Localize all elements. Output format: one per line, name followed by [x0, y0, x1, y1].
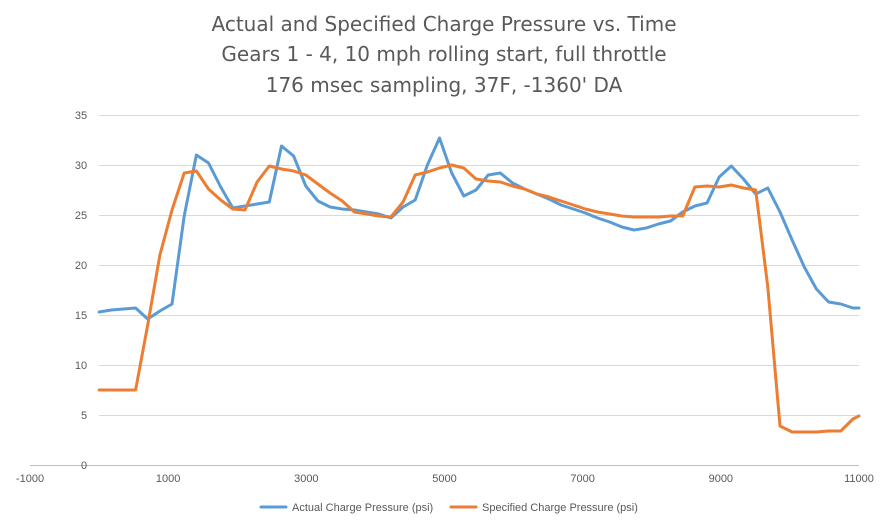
series-line-1 [97, 136, 861, 321]
chart-title-line-3: 176 msec sampling, 37F, -1360' DA [266, 73, 623, 97]
legend-label-2: Specified Charge Pressure (psi) [482, 502, 638, 514]
y-tick-label: 25 [75, 210, 87, 222]
y-tick-label: 5 [81, 410, 87, 422]
y-tick-label: 30 [75, 160, 87, 172]
x-tick-label: 9000 [709, 473, 733, 485]
x-tick-label: 11000 [844, 473, 874, 485]
series-line-2 [97, 163, 861, 434]
y-tick-label: 15 [75, 310, 87, 322]
legend-label-1: Actual Charge Pressure (psi) [292, 502, 433, 514]
gridlines [99, 115, 859, 416]
legend: Actual Charge Pressure (psi) Specified Ch… [259, 502, 638, 514]
x-tick-label: -1000 [16, 473, 44, 485]
chart-title-line-1: Actual and Specified Charge Pressure vs.… [212, 12, 677, 36]
y-tick-label: 20 [75, 260, 87, 272]
x-tick-label: 5000 [432, 473, 456, 485]
x-tick-label: 7000 [570, 473, 594, 485]
axes: 0 5 10 15 20 25 30 35 -1000 1000 3000 5000 7000 9000 1… [16, 110, 874, 485]
chart-title: Actual and Specified Charge Pressure vs.… [212, 12, 677, 97]
y-tick-label: 35 [75, 110, 87, 122]
x-tick-label: 1000 [156, 473, 180, 485]
chart-title-line-2: Gears 1 - 4, 10 mph rolling start, full … [221, 42, 666, 66]
x-tick-label: 3000 [294, 473, 318, 485]
series-lines [97, 136, 861, 434]
y-tick-label: 0 [81, 460, 87, 472]
y-tick-label: 10 [75, 360, 87, 372]
